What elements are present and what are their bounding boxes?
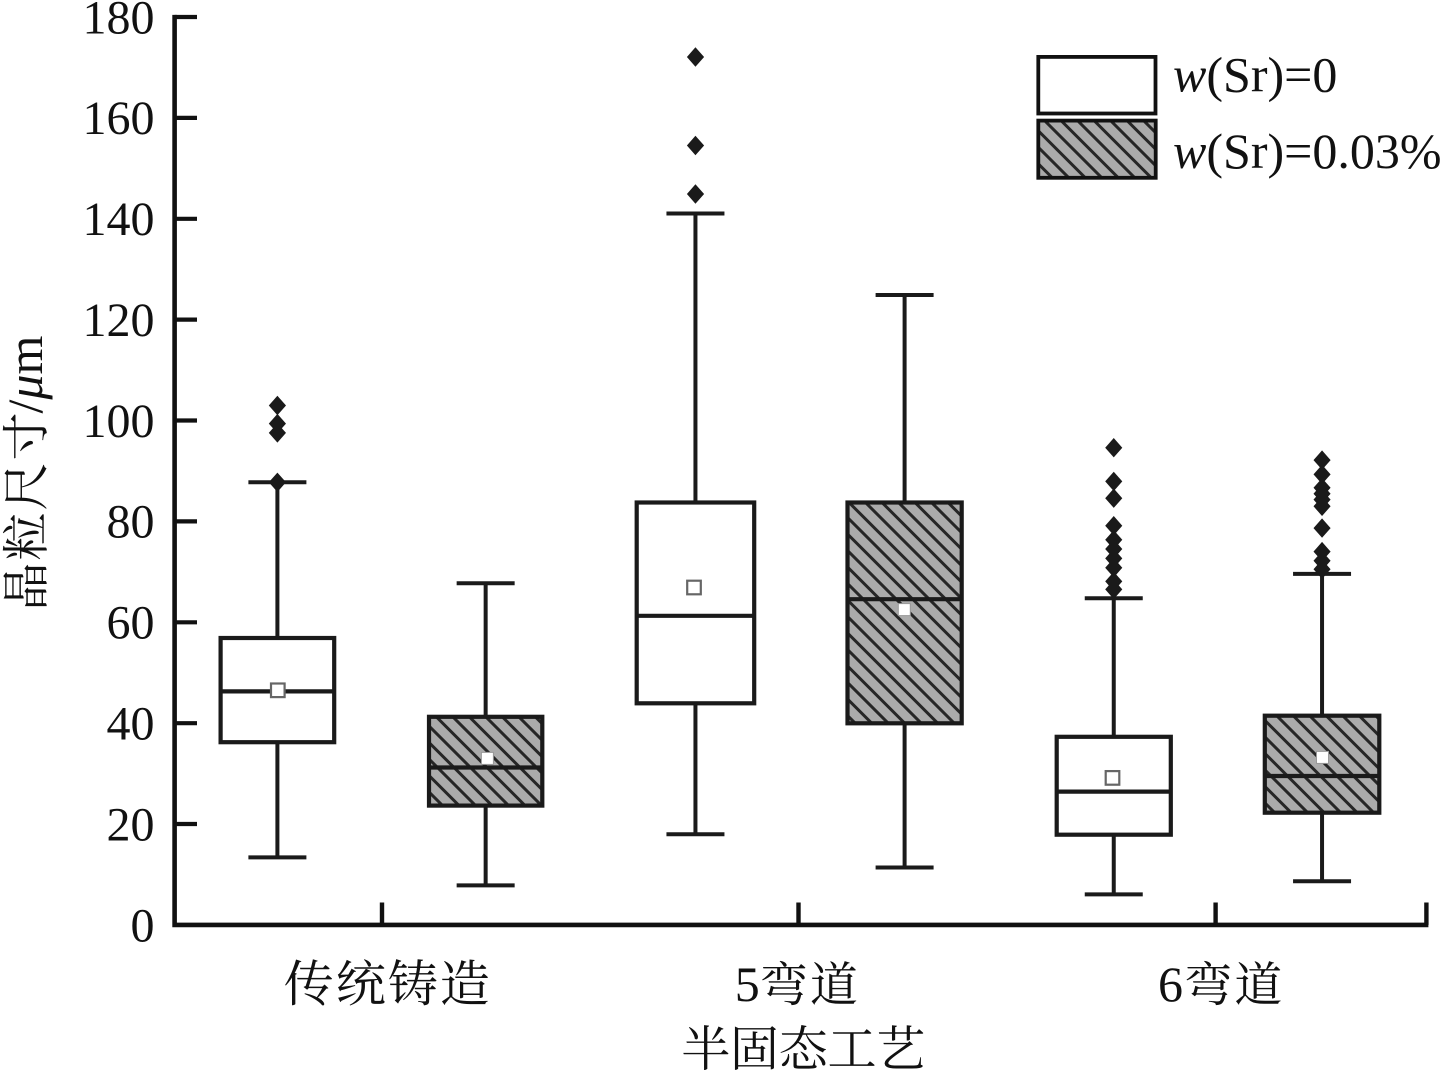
svg-text:100: 100	[83, 395, 155, 448]
svg-text:0: 0	[131, 899, 155, 952]
svg-text:160: 160	[83, 92, 155, 145]
svg-text:20: 20	[107, 798, 155, 851]
svg-text:6: 6	[1158, 956, 1183, 1012]
svg-text:w(Sr)=0.03%: w(Sr)=0.03%	[1173, 123, 1441, 179]
svg-text:/μm: /μm	[0, 335, 53, 413]
svg-text:60: 60	[107, 597, 155, 650]
svg-text:180: 180	[83, 0, 155, 44]
svg-text:40: 40	[107, 698, 155, 751]
svg-text:5: 5	[735, 956, 760, 1012]
svg-text:80: 80	[107, 496, 155, 549]
svg-text:120: 120	[83, 294, 155, 347]
svg-text:140: 140	[83, 193, 155, 246]
svg-text:w(Sr)=0: w(Sr)=0	[1173, 47, 1337, 103]
